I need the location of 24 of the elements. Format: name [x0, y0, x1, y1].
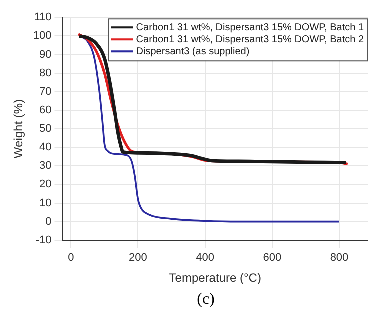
y-tick-label: -10	[36, 234, 52, 246]
y-tick-label: 90	[40, 48, 52, 61]
y-tick-label: 60	[40, 104, 52, 116]
x-axis-title: Temperature (°C)	[169, 271, 262, 286]
legend-label: Dispersant3 (as supplied)	[136, 46, 250, 58]
y-tick-label: 40	[40, 142, 52, 154]
y-tick-label: 70	[40, 86, 52, 98]
y-axis-title: Weight (%)	[12, 99, 26, 159]
x-tick-label: 400	[196, 252, 214, 264]
x-tick-label: 0	[68, 252, 74, 264]
y-tick-label: 100	[33, 30, 52, 42]
x-tick-label: 600	[263, 252, 282, 264]
legend-label: Carbon1 31 wt%, Dispersant3 15% DOWP, Batch 1	[136, 22, 364, 34]
y-tick-label: 50	[40, 123, 52, 136]
y-tick-label: 30	[40, 160, 52, 172]
y-tick-label: 80	[40, 67, 52, 80]
y-tick-label: 20	[40, 178, 52, 191]
y-tick-label: 0	[46, 216, 52, 228]
text: (c)	[196, 290, 216, 310]
legend-label: Carbon1 31 wt%, Dispersant3 15% DOWP, Batch 2	[136, 34, 364, 46]
x-tick-label: 200	[129, 252, 148, 264]
y-tick-label: 110	[34, 12, 52, 24]
x-tick-label: 800	[330, 252, 349, 264]
y-tick-label: 10	[40, 197, 52, 210]
